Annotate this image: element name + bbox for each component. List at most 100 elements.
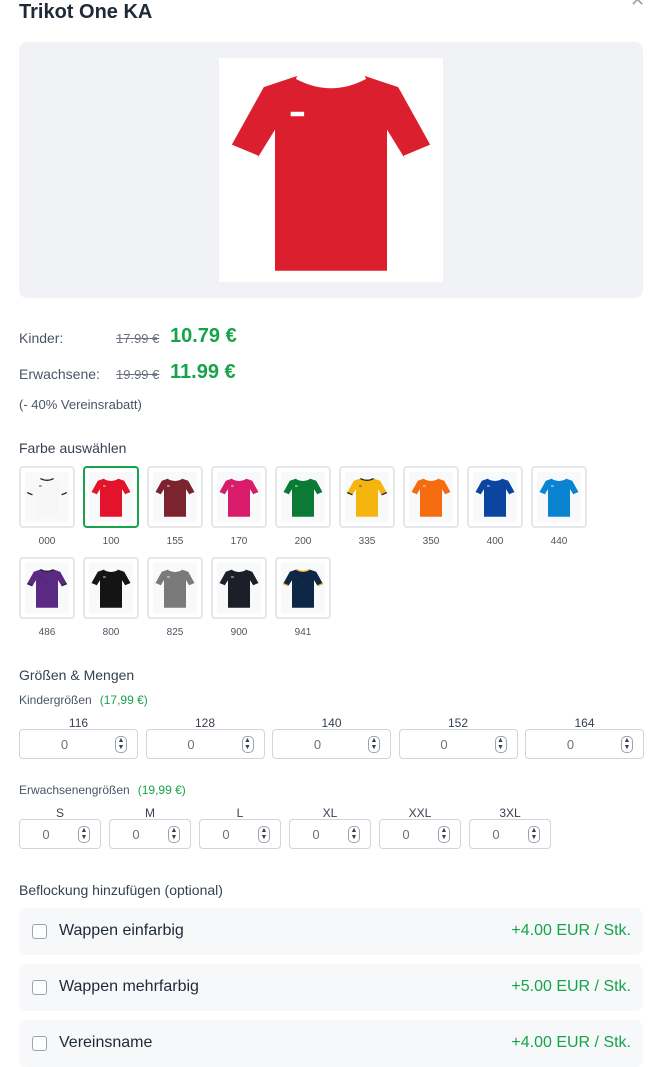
stepper-icon[interactable]: ▲ ▼ xyxy=(115,736,127,753)
erwachsene-old-price: 19.99 € xyxy=(116,367,160,382)
stepper-icon[interactable]: ▲ ▼ xyxy=(348,826,360,843)
quantity-value: 0 xyxy=(222,827,230,842)
kinder-old-price: 17.99 € xyxy=(116,331,160,346)
color-code-label: 350 xyxy=(422,536,440,547)
color-code-label: 825 xyxy=(166,627,184,638)
sizes-heading: Größen & Mengen xyxy=(19,667,135,683)
shirt-icon xyxy=(89,472,133,522)
size-label: 3XL xyxy=(499,806,521,820)
color-swatch-400[interactable] xyxy=(467,466,523,528)
shirt-icon xyxy=(473,472,517,522)
quantity-value: 0 xyxy=(313,737,322,752)
color-code-label: 335 xyxy=(358,536,376,547)
quantity-input-140[interactable]: 0 ▲ ▼ xyxy=(272,729,391,759)
stepper-icon[interactable]: ▲ ▼ xyxy=(258,826,270,843)
color-swatch-941[interactable] xyxy=(275,557,331,619)
color-code-label: 486 xyxy=(38,627,56,638)
option-price: +4.00 EUR / Stk. xyxy=(511,922,631,939)
quantity-value: 0 xyxy=(60,737,69,752)
quantity-input-3XL[interactable]: 0 ▲ ▼ xyxy=(469,819,551,849)
stepper-icon[interactable]: ▲ ▼ xyxy=(494,736,507,753)
quantity-value: 0 xyxy=(492,827,500,842)
shirt-icon xyxy=(153,563,197,613)
color-code-label: 941 xyxy=(294,627,312,638)
flocking-heading: Beflockung hinzufügen (optional) xyxy=(19,882,223,898)
size-label: 116 xyxy=(68,716,89,730)
quantity-input-152[interactable]: 0 ▲ ▼ xyxy=(398,729,518,759)
size-label: 128 xyxy=(194,716,216,730)
color-swatch-440[interactable] xyxy=(531,466,587,528)
adult-sizes-price: (19,99 €) xyxy=(137,783,186,797)
flocking-option[interactable]: Vereinsname +4.00 EUR / Stk. xyxy=(19,1020,643,1067)
flocking-option[interactable]: Wappen einfarbig +4.00 EUR / Stk. xyxy=(19,908,643,955)
color-heading: Farbe auswählen xyxy=(19,440,127,456)
stepper-icon[interactable]: ▲ ▼ xyxy=(368,736,380,753)
checkbox[interactable] xyxy=(32,980,47,995)
color-swatch-200[interactable] xyxy=(275,466,331,528)
color-code-label: 400 xyxy=(486,536,504,547)
adult-sizes-label: Erwachsenengrößen (19,99 €) xyxy=(19,783,186,797)
color-swatch-486[interactable] xyxy=(19,557,75,619)
shirt-icon xyxy=(281,472,325,522)
shirt-icon xyxy=(217,472,261,522)
color-code-label: 170 xyxy=(230,536,248,547)
quantity-input-XXL[interactable]: 0 ▲ ▼ xyxy=(379,819,461,849)
size-label: XXL xyxy=(408,806,432,820)
kinder-new-price: 10.79 € xyxy=(170,325,237,347)
color-code-label: 800 xyxy=(102,627,120,638)
option-label: Vereinsname xyxy=(59,1034,153,1051)
stepper-icon[interactable]: ▲ ▼ xyxy=(528,826,540,843)
quantity-value: 0 xyxy=(312,827,320,842)
color-swatch-155[interactable] xyxy=(147,466,203,528)
stepper-icon[interactable]: ▲ ▼ xyxy=(168,826,180,843)
color-swatch-000[interactable] xyxy=(19,466,75,528)
color-code-label: 900 xyxy=(230,627,248,638)
quantity-input-XL[interactable]: 0 ▲ ▼ xyxy=(289,819,371,849)
color-swatch-800[interactable] xyxy=(83,557,139,619)
stepper-icon[interactable]: ▲ ▼ xyxy=(78,826,90,843)
shirt-icon xyxy=(25,472,69,522)
color-swatch-825[interactable] xyxy=(147,557,203,619)
stepper-icon[interactable]: ▲ ▼ xyxy=(438,826,450,843)
color-code-label: 000 xyxy=(38,536,56,547)
size-label: L xyxy=(236,806,244,820)
color-code-label: 440 xyxy=(550,536,568,547)
close-icon[interactable]: ✕ xyxy=(630,0,646,10)
size-label: 152 xyxy=(447,716,469,730)
stepper-icon[interactable]: ▲ ▼ xyxy=(241,736,254,753)
erwachsene-price-label: Erwachsene: xyxy=(19,366,100,382)
color-swatch-900[interactable] xyxy=(211,557,267,619)
flocking-option[interactable]: Wappen mehrfarbig +5.00 EUR / Stk. xyxy=(19,964,643,1011)
shirt-icon xyxy=(89,563,133,613)
shirt-icon xyxy=(153,472,197,522)
color-code-label: 100 xyxy=(102,536,120,547)
quantity-input-L[interactable]: 0 ▲ ▼ xyxy=(199,819,281,849)
quantity-input-S[interactable]: 0 ▲ ▼ xyxy=(19,819,101,849)
quantity-value: 0 xyxy=(440,737,448,752)
shirt-icon xyxy=(345,472,389,522)
shirt-icon xyxy=(281,563,325,613)
option-label: Wappen einfarbig xyxy=(59,922,184,939)
color-swatch-170[interactable] xyxy=(211,466,267,528)
quantity-input-116[interactable]: 0 ▲ ▼ xyxy=(19,729,138,759)
shirt-icon xyxy=(537,472,581,522)
checkbox[interactable] xyxy=(32,924,47,939)
quantity-value: 0 xyxy=(42,827,50,842)
discount-note: (- 40% Vereinsrabatt) xyxy=(19,397,142,412)
stepper-icon[interactable]: ▲ ▼ xyxy=(621,736,633,753)
color-swatch-350[interactable] xyxy=(403,466,459,528)
quantity-input-164[interactable]: 0 ▲ ▼ xyxy=(525,729,644,759)
color-swatch-100[interactable] xyxy=(83,466,139,528)
shirt-icon xyxy=(217,563,261,613)
option-label: Wappen mehrfarbig xyxy=(59,978,199,995)
erwachsene-new-price: 11.99 € xyxy=(170,361,236,383)
adult-sizes-title: Erwachsenengrößen xyxy=(19,783,130,797)
quantity-input-M[interactable]: 0 ▲ ▼ xyxy=(109,819,191,849)
product-image xyxy=(219,58,443,282)
option-price: +5.00 EUR / Stk. xyxy=(511,978,631,995)
color-swatch-335[interactable] xyxy=(339,466,395,528)
quantity-input-128[interactable]: 0 ▲ ▼ xyxy=(145,729,265,759)
checkbox[interactable] xyxy=(32,1036,47,1051)
color-code-label: 200 xyxy=(294,536,312,547)
size-label: 140 xyxy=(321,716,342,730)
